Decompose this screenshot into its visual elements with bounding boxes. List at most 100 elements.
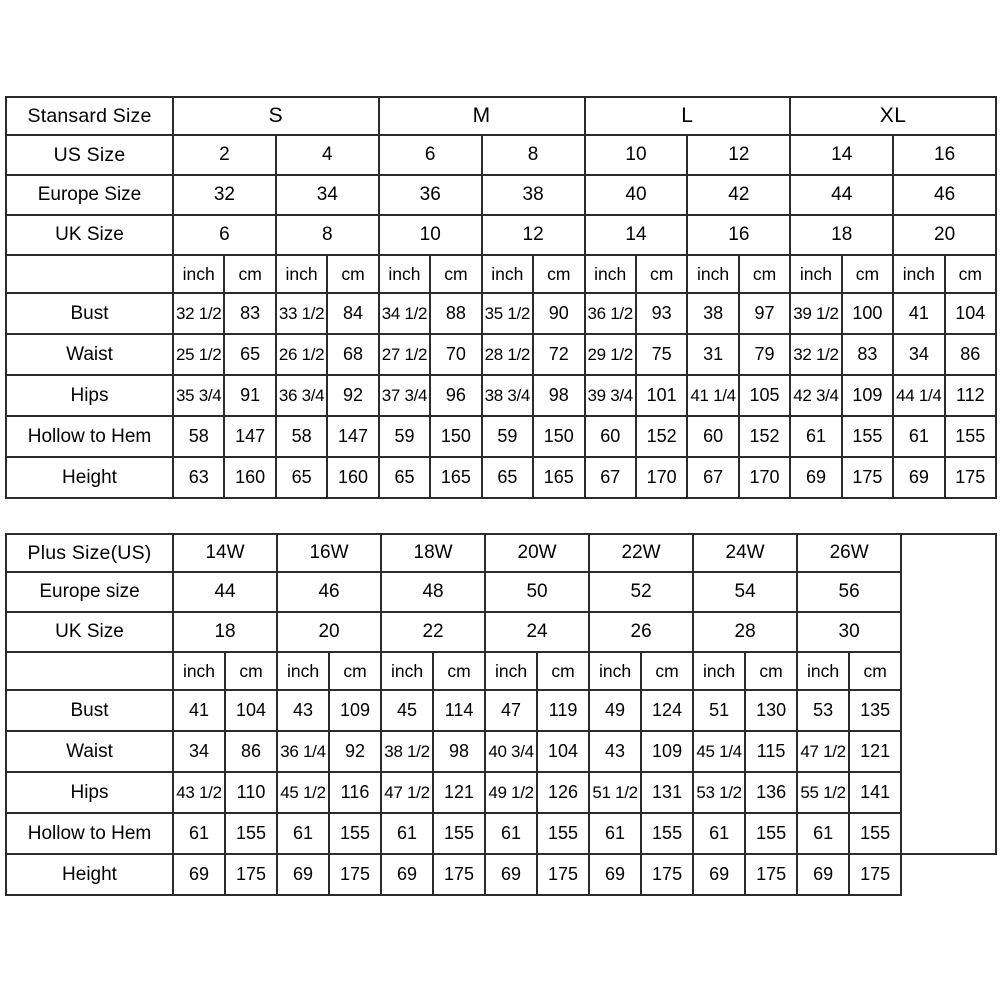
plus-cell-europe-size-5: 54 <box>692 571 799 613</box>
value-waist-cm-1: 68 <box>326 333 380 376</box>
cell-uk-size-2: 10 <box>377 214 483 256</box>
row-label-uk-size: UK Size <box>5 214 174 256</box>
plus-measurement-row-bust: Bust 41 104 43 109 45 114 47 119 49 124 51 130 53 135 <box>5 689 996 732</box>
value-bust-cm-0: 83 <box>223 292 277 335</box>
unit-header-inch-4: inch <box>377 254 432 294</box>
plus-size-header-20w: 20W <box>484 533 591 573</box>
value-bust-inch-1: 33 1/2 <box>274 292 329 335</box>
plus-unit-header-inch-2: inch <box>276 651 331 691</box>
plus-row-europe-size: Europe size 44 46 48 50 52 54 56 <box>5 571 996 613</box>
plus-value-bust-cm-3: 119 <box>536 689 591 732</box>
measurement-label-waist: Waist <box>5 333 174 376</box>
standard-measurement-row-hollow-to-hem: Hollow to Hem 58 147 58 147 59 150 59 150 60 152 60… <box>5 415 998 458</box>
plus-value-waist-cm-3: 104 <box>536 730 591 773</box>
plus-cell-europe-size-4: 52 <box>588 571 695 613</box>
plus-value-waist-cm-0: 86 <box>223 730 279 773</box>
plus-value-hips-inch-2: 47 1/2 <box>380 771 435 814</box>
plus-value-hollow-to-hem-cm-1: 155 <box>328 812 383 855</box>
value-bust-cm-4: 93 <box>634 292 689 335</box>
plus-value-hips-cm-1: 116 <box>328 771 383 814</box>
value-height-cm-1: 160 <box>326 456 380 499</box>
cell-europe-size-2: 36 <box>377 174 483 216</box>
plus-size-header-14w: 14W <box>171 533 279 573</box>
cell-us-size-3: 8 <box>480 134 586 176</box>
plus-cell-uk-size-6: 30 <box>796 611 903 653</box>
unit-header-cm-13: cm <box>840 254 895 294</box>
value-waist-cm-3: 72 <box>532 333 586 376</box>
plus-value-waist-cm-5: 115 <box>744 730 799 773</box>
value-waist-cm-6: 83 <box>840 333 895 376</box>
value-waist-inch-1: 26 1/2 <box>274 333 329 376</box>
plus-size-header-26w: 26W <box>796 533 903 573</box>
plus-value-hips-cm-0: 110 <box>223 771 279 814</box>
unit-header-inch-2: inch <box>274 254 329 294</box>
value-bust-cm-7: 104 <box>943 292 998 335</box>
measurement-label-height: Height <box>5 456 174 499</box>
unit-header-cm-9: cm <box>634 254 689 294</box>
value-hollow-to-hem-inch-6: 61 <box>789 415 843 458</box>
value-hollow-to-hem-cm-4: 152 <box>634 415 689 458</box>
plus-value-hips-inch-3: 49 1/2 <box>484 771 539 814</box>
value-hollow-to-hem-cm-1: 147 <box>326 415 380 458</box>
plus-cell-europe-size-1: 46 <box>276 571 383 613</box>
plus-value-bust-inch-1: 43 <box>276 689 331 732</box>
value-hips-cm-4: 101 <box>634 374 689 417</box>
plus-measurement-label-hips: Hips <box>5 771 174 814</box>
plus-value-hollow-to-hem-inch-4: 61 <box>588 812 643 855</box>
plus-unit-header-cm-9: cm <box>640 651 695 691</box>
plus-measurement-row-hollow-to-hem: Hollow to Hem 61 155 61 155 61 155 61 155 61 155 61… <box>5 812 996 855</box>
plus-value-hips-inch-5: 53 1/2 <box>692 771 747 814</box>
value-hollow-to-hem-cm-6: 155 <box>840 415 895 458</box>
plus-value-hollow-to-hem-cm-5: 155 <box>744 812 799 855</box>
plus-unit-header-inch-0: inch <box>172 651 226 691</box>
standard-group-header-row: Stansard Size S M L XL <box>5 96 998 136</box>
plus-value-hollow-to-hem-cm-6: 155 <box>848 812 903 855</box>
value-height-inch-1: 65 <box>274 456 329 499</box>
value-hollow-to-hem-inch-1: 58 <box>274 415 329 458</box>
unit-header-inch-0: inch <box>171 254 226 294</box>
plus-unit-header-cm-1: cm <box>223 651 279 691</box>
plus-value-height-cm-4: 175 <box>640 853 695 896</box>
row-label-us-size: US Size <box>5 134 174 176</box>
value-hollow-to-hem-cm-0: 147 <box>223 415 277 458</box>
value-height-cm-3: 165 <box>532 456 586 499</box>
cell-uk-size-5: 16 <box>686 214 792 256</box>
plus-cell-europe-size-3: 50 <box>484 571 591 613</box>
plus-cell-europe-size-6: 56 <box>796 571 903 613</box>
value-height-inch-4: 67 <box>583 456 637 499</box>
value-height-inch-2: 65 <box>377 456 432 499</box>
value-hips-inch-6: 42 3/4 <box>789 374 843 417</box>
plus-measurement-row-waist: Waist 34 86 36 1/4 92 38 1/2 98 40 3/4 104 43 109 4… <box>5 730 996 773</box>
plus-value-bust-inch-0: 41 <box>172 689 226 732</box>
cell-europe-size-0: 32 <box>172 174 277 216</box>
plus-cell-uk-size-1: 20 <box>276 611 383 653</box>
plus-value-waist-inch-4: 43 <box>588 730 643 773</box>
cell-us-size-7: 16 <box>892 134 998 176</box>
unit-header-cm-7: cm <box>532 254 586 294</box>
plus-value-hollow-to-hem-inch-2: 61 <box>380 812 435 855</box>
plus-value-bust-inch-2: 45 <box>380 689 435 732</box>
value-hollow-to-hem-inch-2: 59 <box>377 415 432 458</box>
unit-header-cm-3: cm <box>326 254 380 294</box>
plus-value-hollow-to-hem-cm-3: 155 <box>536 812 591 855</box>
value-hips-inch-4: 39 3/4 <box>583 374 637 417</box>
value-bust-inch-5: 38 <box>686 292 740 335</box>
cell-uk-size-3: 12 <box>480 214 586 256</box>
standard-measurement-row-hips: Hips 35 3/4 91 36 3/4 92 37 3/4 96 38 3/4 98 39 3… <box>5 374 998 417</box>
plus-cell-uk-size-5: 28 <box>692 611 799 653</box>
plus-size-header-row: Plus Size(US) 14W 16W 18W 20W 22W 24W 26W <box>5 533 998 855</box>
plus-value-hollow-to-hem-inch-0: 61 <box>172 812 226 855</box>
value-hips-inch-0: 35 3/4 <box>171 374 226 417</box>
plus-value-height-inch-1: 69 <box>276 853 331 896</box>
plus-value-bust-cm-0: 104 <box>223 689 279 732</box>
plus-cell-europe-size-2: 48 <box>380 571 487 613</box>
unit-header-cm-1: cm <box>223 254 277 294</box>
value-bust-cm-2: 88 <box>429 292 483 335</box>
cell-us-size-5: 12 <box>686 134 792 176</box>
plus-unit-header-inch-4: inch <box>380 651 435 691</box>
plus-row-label-europe-size: Europe size <box>5 571 174 613</box>
plus-measurement-label-hollow-to-hem: Hollow to Hem <box>5 812 174 855</box>
plus-size-header-24w: 24W <box>692 533 799 573</box>
cell-us-size-2: 6 <box>377 134 483 176</box>
value-height-cm-6: 175 <box>840 456 895 499</box>
